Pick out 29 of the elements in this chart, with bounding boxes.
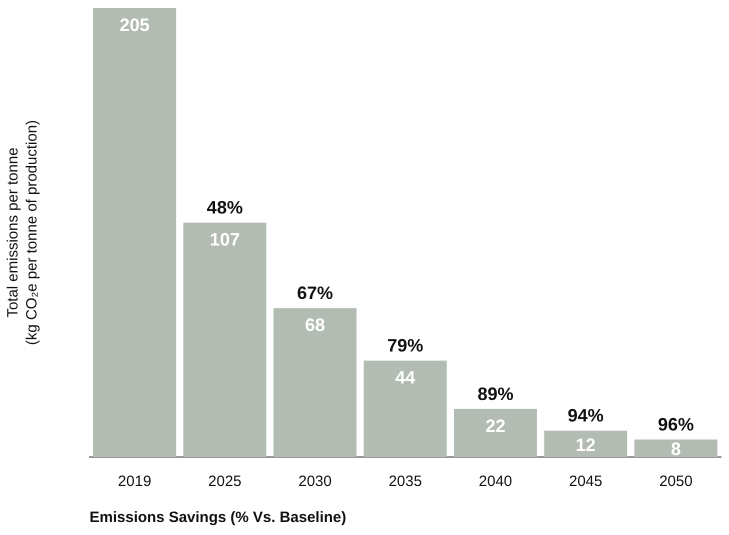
data-label: 205 xyxy=(120,14,150,35)
x-tick-label: 2025 xyxy=(208,473,242,490)
data-label: 22 xyxy=(485,416,506,436)
bar xyxy=(364,360,447,457)
bar xyxy=(274,308,357,457)
annotation: 79% xyxy=(387,336,424,356)
y-axis-title: Total emissions per tonne (kg CO₂e per tonne of production) xyxy=(4,120,40,346)
x-tick-label: 2030 xyxy=(298,473,332,490)
bar xyxy=(454,408,537,457)
x-tick-label: 2045 xyxy=(568,473,602,490)
x-tick-label: 2050 xyxy=(659,473,693,490)
annotation: 94% xyxy=(568,406,604,426)
x-axis-title: Emissions Savings (% Vs. Baseline) xyxy=(90,509,346,526)
x-tick-label: 2019 xyxy=(118,473,152,490)
data-label: 8 xyxy=(670,439,681,460)
x-tick-label: 2035 xyxy=(388,473,422,490)
bar xyxy=(183,222,266,457)
data-label: 12 xyxy=(576,434,596,455)
data-label: 44 xyxy=(395,368,416,388)
bar xyxy=(544,430,628,457)
bar xyxy=(634,439,718,457)
annotation: 48% xyxy=(206,198,243,218)
data-label: 107 xyxy=(210,230,240,250)
annotation: 89% xyxy=(477,384,514,404)
annotation: 96% xyxy=(658,414,694,434)
x-tick-label: 2040 xyxy=(478,473,512,490)
data-label: 68 xyxy=(305,315,326,336)
annotation: 67% xyxy=(297,283,334,304)
bar xyxy=(93,8,176,457)
